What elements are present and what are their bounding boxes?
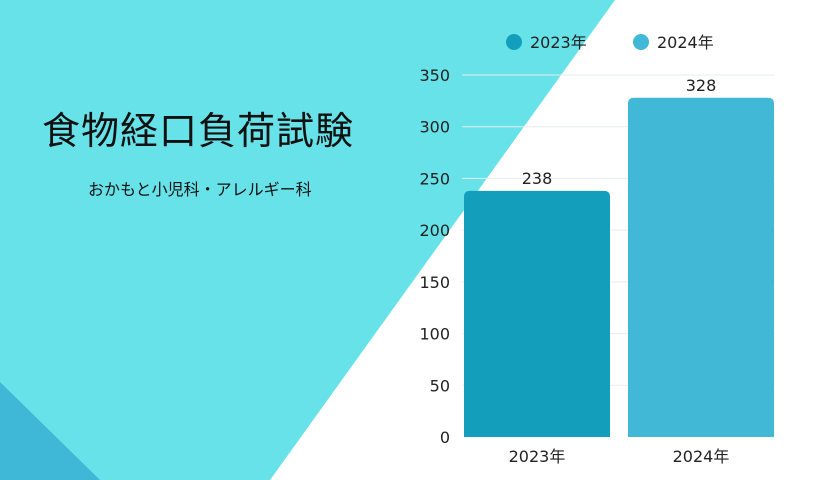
y-tick-label: 0 [440,428,450,447]
clinic-name: おかもと小児科・アレルギー科 [88,180,312,199]
bar-2024 [628,97,774,438]
legend-swatch [633,34,649,50]
corner-triangle [0,382,100,480]
y-tick-label: 350 [419,66,450,85]
data-label: 328 [686,76,717,95]
y-tick-label: 200 [419,221,450,240]
legend-label: 2024年 [657,33,714,52]
legend-label: 2023年 [530,33,587,52]
bar-2023 [464,190,610,437]
x-tick-label: 2023年 [509,447,566,466]
y-tick-label: 150 [419,273,450,292]
legend-swatch [506,34,522,50]
y-tick-label: 300 [419,118,450,137]
y-tick-label: 50 [430,376,450,395]
cyan-diagonal-shape [0,0,615,480]
y-tick-label: 250 [419,169,450,188]
page-title: 食物経口負荷試験 [42,109,355,153]
data-label: 238 [522,169,553,188]
y-tick-label: 100 [419,325,450,344]
x-tick-label: 2024年 [673,447,730,466]
